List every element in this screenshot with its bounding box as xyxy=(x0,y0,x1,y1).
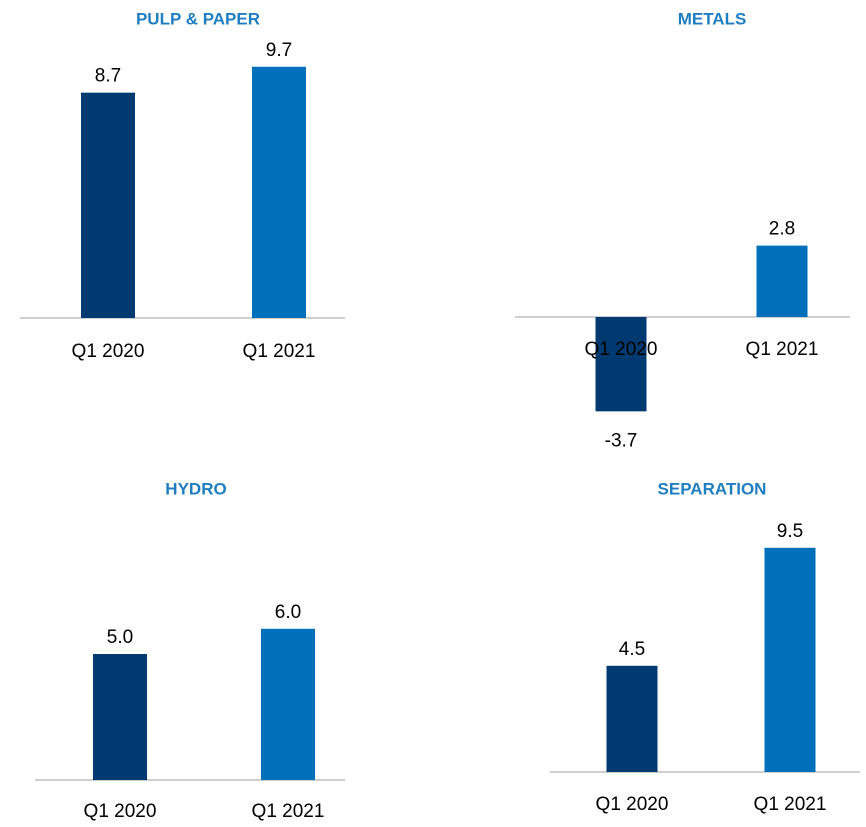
x-tick-label: Q1 2020 xyxy=(596,794,669,815)
value-label: 4.5 xyxy=(619,639,645,660)
x-tick-label: Q1 2021 xyxy=(754,794,827,815)
x-tick-label: Q1 2020 xyxy=(84,801,157,822)
value-label: 9.7 xyxy=(266,40,292,61)
chart-title: SEPARATION xyxy=(658,479,767,498)
chart-title: HYDRO xyxy=(165,479,226,498)
x-tick-label: Q1 2020 xyxy=(585,339,658,360)
bar xyxy=(93,654,147,780)
chart-title: PULP & PAPER xyxy=(136,9,260,28)
value-label: 9.5 xyxy=(777,521,803,542)
bar xyxy=(252,66,306,319)
value-label: 6.0 xyxy=(275,602,301,623)
bar xyxy=(764,547,816,772)
x-tick-label: Q1 2020 xyxy=(72,341,145,362)
bar xyxy=(595,317,647,412)
value-label: 8.7 xyxy=(95,66,121,87)
bar xyxy=(261,628,315,780)
bar xyxy=(81,92,135,318)
x-tick-label: Q1 2021 xyxy=(243,341,316,362)
bar xyxy=(756,245,808,317)
value-label: 5.0 xyxy=(107,627,133,648)
value-label: 2.8 xyxy=(769,219,795,240)
chart-title: METALS xyxy=(678,9,747,28)
value-label: -3.7 xyxy=(605,430,638,451)
bar xyxy=(606,665,658,772)
x-tick-label: Q1 2021 xyxy=(252,801,325,822)
x-tick-label: Q1 2021 xyxy=(746,339,819,360)
